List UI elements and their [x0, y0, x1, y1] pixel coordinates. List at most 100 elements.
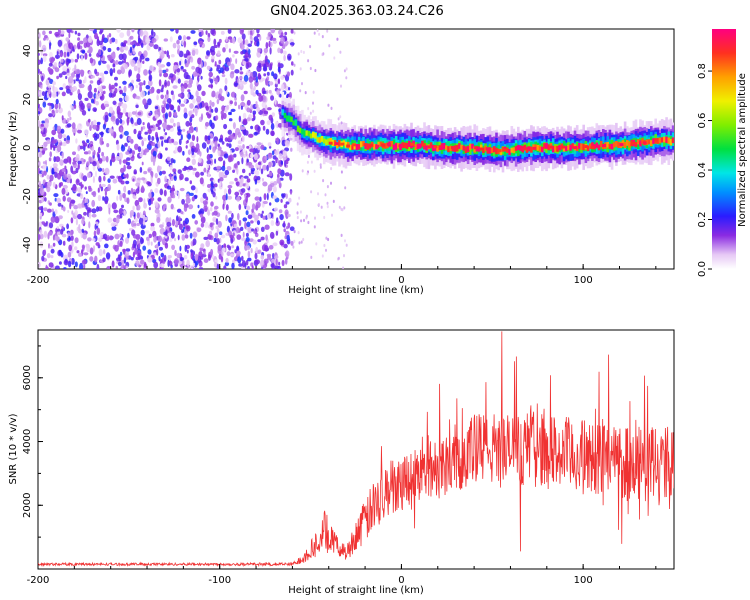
noise-speckle: [123, 130, 129, 136]
noise-speckle: [42, 53, 48, 57]
noise-speckle: [187, 89, 191, 93]
noise-speckle: [110, 115, 115, 120]
noise-speckle: [156, 216, 161, 223]
noise-speckle: [210, 122, 215, 130]
noise-speckle: [97, 194, 102, 202]
noise-speckle: [166, 221, 172, 227]
ridge-cell: [641, 138, 644, 144]
noise-speckle: [227, 29, 232, 34]
noise-speckle: [96, 206, 100, 212]
noise-speckle: [199, 213, 204, 218]
noise-speckle: [151, 29, 154, 36]
noise-speckle: [136, 73, 141, 81]
noise-speckle: [251, 265, 254, 269]
noise-speckle: [62, 206, 66, 212]
noise-speckle: [242, 112, 247, 119]
noise-speckle: [283, 228, 287, 233]
noise-speckle: [100, 185, 104, 192]
noise-speckle: [131, 150, 135, 155]
noise-speckle: [141, 148, 144, 155]
noise-speckle: [241, 260, 246, 268]
noise-speckle: [77, 37, 81, 41]
noise-speckle: [48, 113, 53, 118]
ridge-peak: [334, 142, 339, 146]
noise-speckle: [159, 136, 164, 140]
noise-speckle: [83, 37, 88, 43]
noise-speckle: [165, 94, 169, 99]
noise-speckle: [332, 199, 335, 203]
noise-speckle: [117, 189, 121, 195]
noise-speckle: [225, 257, 229, 263]
noise-speckle: [277, 103, 282, 108]
noise-speckle: [128, 136, 132, 142]
noise-speckle: [285, 40, 289, 46]
noise-speckle: [66, 88, 71, 94]
noise-speckle: [288, 137, 293, 141]
noise-speckle: [344, 239, 346, 243]
noise-speckle: [269, 231, 275, 239]
noise-speckle: [210, 29, 215, 35]
noise-speckle: [230, 63, 235, 71]
ridge-cell: [338, 140, 341, 147]
noise-speckle: [244, 130, 249, 136]
noise-speckle: [135, 95, 141, 100]
noise-speckle: [61, 168, 66, 173]
noise-speckle: [196, 136, 199, 143]
ridge-cell: [281, 109, 285, 116]
noise-speckle: [38, 90, 44, 97]
noise-speckle: [163, 38, 168, 42]
noise-speckle: [115, 38, 118, 44]
noise-speckle: [177, 191, 180, 200]
noise-speckle: [77, 129, 82, 134]
noise-speckle: [255, 89, 259, 95]
noise-speckle: [245, 183, 250, 189]
noise-speckle: [129, 41, 135, 46]
noise-speckle: [103, 90, 106, 95]
noise-speckle: [104, 103, 110, 108]
noise-speckle: [269, 244, 274, 250]
noise-speckle: [260, 213, 264, 219]
noise-speckle: [221, 141, 225, 145]
noise-speckle: [314, 216, 316, 220]
noise-speckle: [126, 29, 131, 37]
noise-speckle: [209, 222, 213, 228]
noise-speckle: [236, 196, 241, 202]
noise-speckle: [261, 210, 264, 214]
noise-speckle: [278, 153, 283, 160]
noise-speckle: [172, 85, 178, 89]
noise-speckle: [155, 123, 160, 127]
noise-speckle: [238, 219, 242, 227]
ridge-cell: [307, 130, 311, 137]
noise-speckle: [232, 54, 235, 58]
noise-speckle: [189, 94, 194, 100]
noise-speckle: [205, 240, 210, 248]
noise-speckle: [182, 128, 186, 132]
noise-speckle: [65, 139, 70, 144]
noise-speckle: [43, 127, 46, 135]
noise-speckle: [183, 53, 188, 58]
noise-speckle: [115, 118, 120, 126]
ridge-cell: [493, 146, 496, 153]
noise-speckle: [61, 115, 64, 121]
noise-speckle: [124, 142, 128, 147]
noise-speckle: [226, 104, 230, 111]
noise-speckle: [184, 217, 189, 225]
ridge-cell: [309, 133, 313, 139]
noise-speckle: [191, 214, 196, 219]
noise-speckle: [179, 173, 184, 180]
noise-speckle: [246, 145, 250, 149]
noise-speckle: [210, 108, 214, 113]
noise-speckle: [178, 138, 182, 145]
noise-speckle: [207, 135, 211, 141]
ridge-peak: [474, 146, 479, 150]
noise-speckle: [38, 32, 41, 39]
noise-speckle: [69, 201, 72, 210]
noise-speckle: [96, 121, 101, 125]
noise-speckle: [92, 119, 97, 126]
noise-speckle: [165, 229, 168, 237]
noise-speckle: [115, 156, 121, 161]
noise-speckle: [234, 69, 240, 74]
ridge-cell: [495, 147, 498, 155]
noise-speckle: [86, 207, 91, 212]
